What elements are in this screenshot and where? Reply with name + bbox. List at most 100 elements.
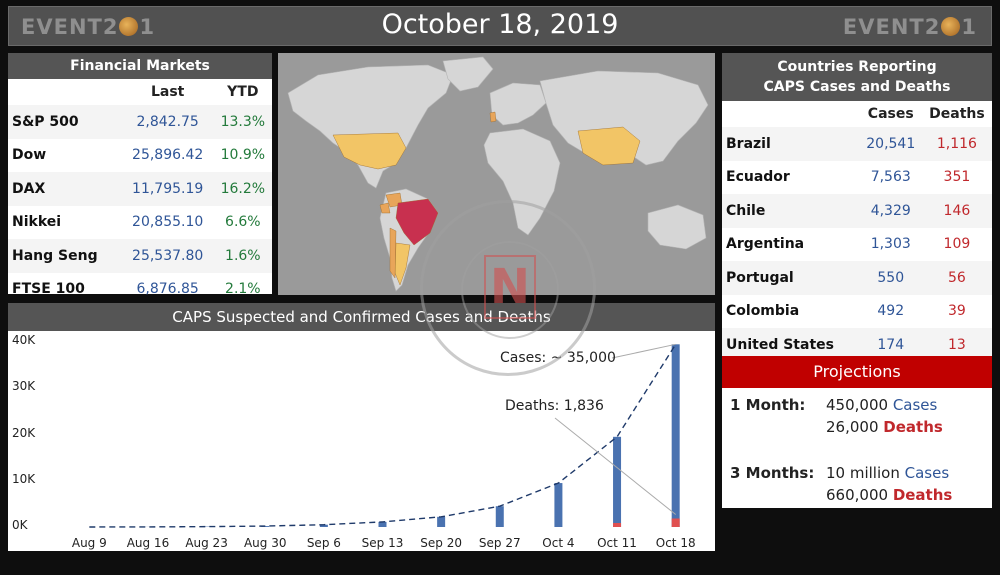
country-deaths: 351 (943, 169, 971, 186)
country-row: Chile 4,329 146 (722, 194, 992, 228)
market-ytd: 13.3% (220, 113, 266, 130)
countries-table: Cases Deaths Brazil 20,541 1,116 Ecuador 7,5… (722, 101, 992, 386)
projections-heading: Projections (722, 356, 992, 388)
watermark-letter: N (484, 255, 536, 319)
cases-bar (613, 436, 622, 527)
col-cases: Cases (867, 106, 914, 122)
financial-markets-table: Last YTD S&P 500 2,842.75 13.3% Dow 25,896.4… (8, 79, 272, 297)
x-tick-label: Oct 4 (542, 536, 575, 550)
annotation-deaths: Deaths: 1,836 (505, 398, 604, 414)
y-tick-label: 0K (12, 518, 28, 532)
market-ytd: 10.9% (220, 147, 266, 164)
projections-panel: 1 Month: 450,000 Cases 26,000 Deaths 3 M… (722, 388, 992, 508)
col-ytd: YTD (227, 84, 259, 100)
country-name: Ecuador (726, 169, 790, 186)
cases-bar (319, 524, 328, 527)
event201-logo-left: EVENT2 1 (21, 15, 156, 39)
market-name: DAX (12, 180, 46, 197)
market-name: Nikkei (12, 214, 62, 231)
x-tick-label: Sep 20 (420, 536, 462, 550)
country-row: Portugal 550 56 (722, 261, 992, 295)
y-tick-label: 40K (12, 333, 36, 347)
country-row: Colombia 492 39 (722, 295, 992, 329)
market-last: 25,537.80 (132, 247, 204, 264)
country-deaths: 146 (943, 202, 971, 219)
country-row: Brazil 20,541 1,116 (722, 127, 992, 161)
countries-heading: Countries Reporting CAPS Cases and Death… (722, 53, 992, 101)
country-name: Colombia (726, 303, 800, 320)
usa-region (332, 132, 407, 170)
x-tick-label: Aug 23 (185, 536, 228, 550)
event201-logo-right: EVENT2 1 (842, 15, 977, 39)
market-ytd: 6.6% (225, 214, 261, 231)
watermark-seal: N (420, 200, 596, 376)
globe-icon (119, 17, 139, 36)
projection-3-months-cases: 10 million Cases (826, 464, 950, 482)
market-last: 6,876.85 (136, 281, 199, 298)
col-last: Last (150, 84, 185, 100)
x-tick-label: Aug 9 (71, 536, 107, 550)
market-ytd: 16.2% (220, 180, 266, 197)
country-row: Argentina 1,303 109 (722, 228, 992, 262)
projection-3-months-label: 3 Months: (730, 464, 815, 482)
x-tick-label: Aug 30 (243, 536, 287, 550)
country-cases: 174 (877, 336, 905, 353)
projection-1-month-deaths: 26,000 Deaths (826, 418, 943, 436)
cases-bar (378, 521, 387, 527)
country-cases: 492 (877, 303, 905, 320)
cases-bar (437, 516, 446, 527)
financial-row: Hang Seng 25,537.80 1.6% (8, 239, 272, 273)
chart-area (8, 331, 715, 551)
north-america (287, 64, 454, 189)
country-deaths: 109 (943, 236, 971, 253)
y-tick-label: 20K (12, 425, 36, 440)
financial-row: Nikkei 20,855.10 6.6% (8, 206, 272, 240)
financial-row: S&P 500 2,842.75 13.3% (8, 105, 272, 139)
country-deaths: 13 (948, 336, 966, 353)
y-tick-label: 30K (12, 379, 36, 394)
country-name: Chile (726, 202, 766, 219)
country-name: Brazil (726, 135, 771, 152)
financial-row: FTSE 100 6,876.85 2.1% (8, 273, 272, 307)
market-name: S&P 500 (12, 113, 79, 130)
projection-3-months-deaths: 660,000 Deaths (826, 486, 953, 504)
market-ytd: 1.6% (225, 247, 261, 264)
deaths-bar (671, 518, 680, 527)
cases-leader-line (611, 343, 676, 359)
australia (647, 204, 707, 250)
affected-countries (332, 111, 641, 286)
globe-icon (941, 17, 961, 36)
cases-bar (495, 506, 504, 527)
country-cases: 4,329 (870, 202, 911, 219)
country-deaths: 56 (948, 269, 966, 286)
x-tick-label: Sep 6 (306, 536, 341, 550)
x-tick-label: Sep 27 (478, 536, 521, 550)
x-tick-label: Aug 16 (126, 536, 170, 550)
country-cases: 1,303 (870, 236, 911, 253)
country-cases: 550 (877, 269, 905, 286)
projection-1-month-label: 1 Month: (730, 396, 806, 414)
financial-row: Dow 25,896.42 10.9% (8, 139, 272, 173)
country-row: United States 174 13 (722, 328, 992, 362)
market-name: FTSE 100 (12, 281, 85, 298)
x-tick-label: Oct 18 (655, 536, 696, 550)
header-bar: EVENT2 1 October 18, 2019 EVENT2 1 (8, 6, 992, 46)
market-name: Dow (12, 147, 47, 164)
ecuador-region (379, 202, 391, 214)
country-cases: 7,563 (870, 169, 911, 186)
market-last: 11,795.19 (132, 180, 204, 197)
chile-region (389, 227, 397, 279)
country-name: United States (726, 336, 834, 353)
brazil-region (395, 198, 439, 246)
country-name: Portugal (726, 269, 794, 286)
greenland (442, 56, 494, 92)
cases-bar (671, 344, 680, 527)
portugal-region (489, 111, 497, 123)
market-last: 2,842.75 (136, 113, 199, 130)
china-region (577, 126, 641, 166)
market-last: 20,855.10 (132, 214, 204, 231)
country-deaths: 39 (948, 303, 966, 320)
deaths-bar (613, 523, 622, 527)
country-deaths: 1,116 (936, 135, 977, 152)
